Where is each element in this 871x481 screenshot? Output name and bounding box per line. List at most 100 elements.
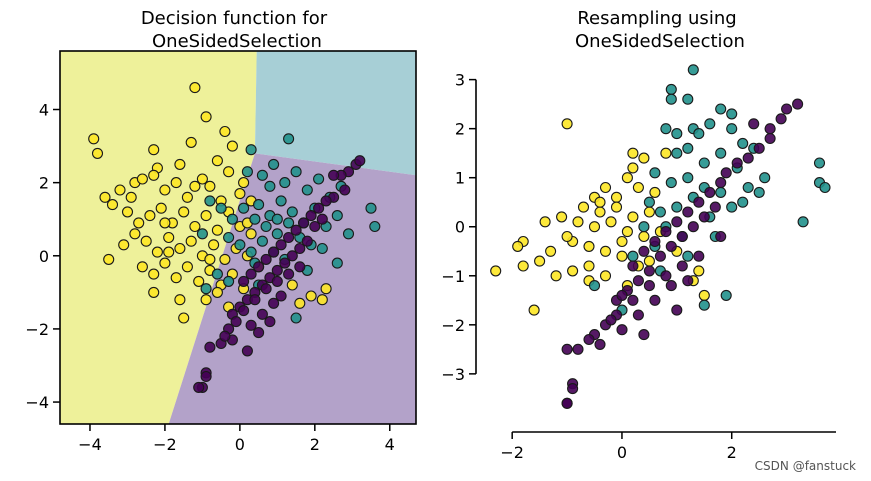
data-point-class-2 xyxy=(211,155,223,167)
data-point-class-1 xyxy=(238,202,250,214)
data-point-class-0 xyxy=(238,305,250,317)
data-point-class-2 xyxy=(517,260,529,272)
data-point-class-2 xyxy=(136,173,148,185)
data-point-class-1 xyxy=(665,83,677,95)
data-point-class-2 xyxy=(136,261,148,273)
data-point-class-2 xyxy=(490,265,502,277)
data-point-class-2 xyxy=(200,210,212,222)
right-axes: −2 0 2 −3 −2 −1 0 1 2 3 xyxy=(441,71,836,462)
data-point-class-1 xyxy=(742,181,754,194)
right-y-tick-label: 3 xyxy=(455,71,465,90)
data-point-class-2 xyxy=(610,191,623,203)
data-point-class-2 xyxy=(121,206,134,218)
data-point-class-0 xyxy=(245,319,257,331)
data-point-class-1 xyxy=(813,157,826,169)
data-point-class-2 xyxy=(193,275,205,287)
data-point-class-2 xyxy=(103,253,115,265)
data-point-class-2 xyxy=(159,217,171,229)
data-point-class-2 xyxy=(226,140,238,152)
data-point-class-2 xyxy=(99,191,111,203)
data-point-class-1 xyxy=(665,93,677,105)
data-point-class-0 xyxy=(632,309,644,321)
data-point-class-1 xyxy=(715,103,727,115)
data-point-class-1 xyxy=(737,137,749,149)
data-point-class-1 xyxy=(698,157,710,169)
data-point-class-2 xyxy=(660,147,672,159)
data-point-class-2 xyxy=(181,261,193,273)
data-point-class-1 xyxy=(316,242,328,255)
left-title-line2: OneSidedSelection xyxy=(152,31,322,52)
data-point-class-2 xyxy=(155,202,167,214)
data-point-class-0 xyxy=(268,246,280,258)
data-point-class-1 xyxy=(665,177,677,189)
data-point-class-1 xyxy=(588,280,601,292)
data-point-class-0 xyxy=(676,230,688,243)
data-point-class-1 xyxy=(256,169,268,181)
data-point-class-0 xyxy=(204,341,216,353)
data-point-class-1 xyxy=(365,202,377,214)
data-point-class-0 xyxy=(264,316,276,328)
data-point-class-1 xyxy=(283,217,295,229)
data-point-class-1 xyxy=(241,166,253,178)
left-y-tick-label: 0 xyxy=(39,247,49,266)
data-point-class-0 xyxy=(238,275,250,287)
data-point-class-2 xyxy=(621,172,633,184)
data-point-class-1 xyxy=(223,231,235,244)
right-y-tick-label: −2 xyxy=(441,316,465,335)
data-point-class-1 xyxy=(726,108,738,120)
data-point-class-2 xyxy=(539,216,551,228)
data-point-class-1 xyxy=(797,216,809,228)
data-point-class-1 xyxy=(268,158,280,170)
data-point-class-1 xyxy=(671,201,683,213)
data-point-class-2 xyxy=(638,230,650,243)
data-point-class-1 xyxy=(704,118,716,130)
data-point-class-1 xyxy=(313,173,325,185)
data-point-class-2 xyxy=(588,221,601,233)
resampling-panel: Resampling using OneSidedSelection −2 0 2−… xyxy=(441,8,836,462)
data-point-class-0 xyxy=(676,260,688,272)
data-point-class-0 xyxy=(687,221,699,233)
data-point-class-1 xyxy=(369,220,381,233)
data-point-class-2 xyxy=(643,206,655,218)
data-point-class-2 xyxy=(219,125,231,138)
data-point-class-2 xyxy=(583,240,595,252)
data-point-class-1 xyxy=(271,213,283,225)
right-title-line2: OneSidedSelection xyxy=(575,31,745,52)
left-y-tick-label: 4 xyxy=(39,101,49,120)
data-point-class-1 xyxy=(260,220,272,233)
data-point-class-0 xyxy=(219,330,231,342)
decision-regions xyxy=(60,51,416,424)
data-point-class-1 xyxy=(331,210,343,222)
data-point-class-2 xyxy=(178,206,190,218)
data-point-class-2 xyxy=(561,230,573,243)
data-point-class-1 xyxy=(715,186,727,198)
left-x-tick-label: 0 xyxy=(235,435,245,454)
data-point-class-0 xyxy=(313,202,325,214)
data-point-class-0 xyxy=(792,98,804,110)
data-point-class-2 xyxy=(316,294,328,306)
data-point-class-1 xyxy=(682,142,694,154)
data-point-class-2 xyxy=(528,304,540,316)
data-point-class-0 xyxy=(583,333,595,346)
right-y-tick-label: −1 xyxy=(441,267,465,286)
data-point-class-2 xyxy=(189,220,201,233)
data-point-class-1 xyxy=(654,206,666,218)
data-point-class-0 xyxy=(567,383,579,395)
data-point-class-0 xyxy=(594,338,606,350)
data-point-class-0 xyxy=(775,113,787,125)
data-point-class-2 xyxy=(163,231,175,244)
data-point-class-2 xyxy=(170,177,182,189)
left-axes-frame xyxy=(59,50,417,425)
data-point-class-2 xyxy=(185,136,197,148)
data-point-class-2 xyxy=(512,240,524,252)
data-point-class-2 xyxy=(567,265,579,277)
data-point-class-2 xyxy=(151,246,163,258)
left-x-tick-label: −2 xyxy=(153,435,177,454)
data-point-class-0 xyxy=(649,294,661,306)
data-point-class-0 xyxy=(715,230,727,243)
data-point-class-2 xyxy=(649,186,661,198)
data-point-class-1 xyxy=(660,123,672,135)
data-point-class-0 xyxy=(230,316,242,328)
data-point-class-2 xyxy=(200,111,212,123)
data-point-class-0 xyxy=(654,250,666,262)
